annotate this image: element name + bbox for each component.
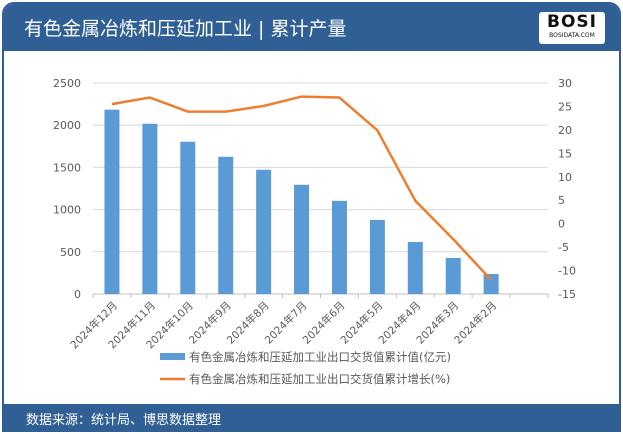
legend-bar-swatch [160,353,185,360]
bar [218,156,234,294]
y-left-tick-label: 500 [60,246,81,259]
y-right-tick-label: 5 [558,194,565,207]
y-right-tick-label: 10 [558,171,572,184]
bar [483,273,499,294]
legend-label: 有色金属冶炼和压延加工业出口交货值累计值(亿元) [189,350,451,364]
y-right-tick-label: -5 [558,241,569,254]
y-right-tick-label: 0 [558,218,565,231]
y-right-tick-label: -15 [558,288,576,301]
y-left-tick-label: 2500 [53,77,81,90]
y-right-tick-label: 20 [558,124,572,137]
bar [331,200,347,294]
legend-label: 有色金属冶炼和压延加工业出口交货值累计增长(%) [189,372,450,386]
bar [180,141,196,294]
growth-line [111,95,493,281]
bar [104,109,120,294]
y-right-tick-label: -10 [558,265,576,278]
bar [256,169,272,294]
y-left-tick-label: 2000 [53,119,81,132]
y-right-tick-label: 30 [558,77,572,90]
page-title: 有色金属冶炼和压延加工业 | 累计产量 [24,18,347,40]
y-left-tick-label: 1000 [53,204,81,217]
bar [142,123,158,294]
bar [369,219,385,294]
y-left-tick-label: 0 [74,288,81,301]
y-right-tick-label: 15 [558,147,572,160]
header: 有色金属冶炼和压延加工业 | 累计产量 BOSI BOSIDATA.COM [4,4,619,51]
bar [294,184,310,294]
bar [445,257,461,294]
y-left-tick-label: 1500 [53,161,81,174]
source-footer: 数据来源：统计局、博思数据整理 [4,404,619,430]
bosi-logo: BOSI BOSIDATA.COM [539,12,605,44]
bar [407,241,423,294]
y-right-tick-label: 25 [558,100,572,113]
